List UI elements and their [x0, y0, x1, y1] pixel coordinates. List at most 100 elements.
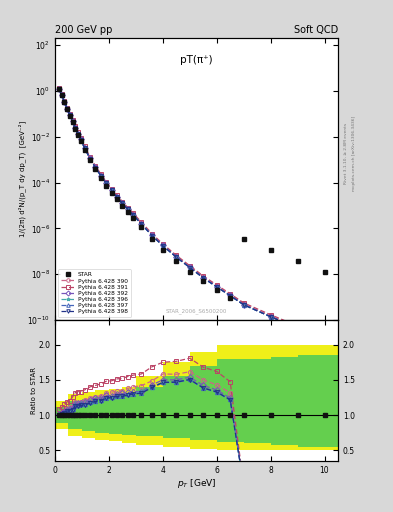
Pythia 6.428 392 — [228, 292, 233, 298]
STAR — [70, 119, 75, 125]
Pythia 6.428 398 — [78, 137, 83, 143]
Pythia 6.428 390 — [160, 242, 165, 248]
Pythia 6.428 396 — [59, 92, 64, 98]
Pythia 6.428 396 — [70, 119, 75, 125]
Line: Pythia 6.428 398: Pythia 6.428 398 — [57, 87, 327, 342]
Pythia 6.428 390 — [241, 301, 246, 307]
Pythia 6.428 397 — [104, 180, 108, 186]
Pythia 6.428 398 — [62, 99, 67, 105]
Text: pT(π⁺): pT(π⁺) — [180, 55, 213, 66]
Pythia 6.428 391 — [78, 135, 83, 141]
Y-axis label: 1/(2π) d²N/(p_T dy dp_T)  [GeV⁻²]: 1/(2π) d²N/(p_T dy dp_T) [GeV⁻²] — [18, 121, 26, 238]
Pythia 6.428 392 — [174, 254, 179, 260]
Pythia 6.428 392 — [125, 206, 130, 212]
Pythia 6.428 392 — [150, 232, 154, 239]
Pythia 6.428 390 — [59, 92, 64, 98]
Pythia 6.428 397 — [241, 302, 246, 308]
STAR — [187, 268, 192, 274]
Bar — [82, 392, 95, 438]
Text: Soft QCD: Soft QCD — [294, 25, 338, 35]
Pythia 6.428 390 — [78, 136, 83, 142]
Pythia 6.428 392 — [295, 325, 300, 331]
Pythia 6.428 391 — [322, 334, 327, 340]
STAR — [73, 126, 77, 132]
Pythia 6.428 397 — [322, 336, 327, 343]
Pythia 6.428 391 — [150, 230, 154, 237]
Line: Pythia 6.428 390: Pythia 6.428 390 — [57, 87, 327, 341]
Pythia 6.428 390 — [115, 194, 119, 200]
STAR — [93, 166, 98, 173]
Pythia 6.428 398 — [59, 92, 64, 98]
Pythia 6.428 392 — [57, 86, 61, 92]
Pythia 6.428 390 — [73, 124, 77, 131]
Pythia 6.428 398 — [109, 187, 114, 194]
Pythia 6.428 396 — [241, 302, 246, 308]
Pythia 6.428 391 — [65, 104, 70, 111]
Bar — [55, 401, 68, 429]
Text: STAR_2006_S6500200: STAR_2006_S6500200 — [166, 309, 227, 314]
Bar — [55, 407, 68, 423]
Text: mcplots.cern.ch [arXiv:1306.3436]: mcplots.cern.ch [arXiv:1306.3436] — [352, 116, 356, 191]
Pythia 6.428 398 — [228, 292, 233, 298]
Pythia 6.428 391 — [120, 199, 125, 205]
Pythia 6.428 396 — [120, 200, 125, 206]
Pythia 6.428 391 — [104, 179, 108, 185]
Pythia 6.428 397 — [75, 131, 80, 137]
Pythia 6.428 390 — [68, 112, 72, 118]
STAR — [160, 246, 165, 252]
Pythia 6.428 391 — [82, 143, 87, 150]
Pythia 6.428 390 — [187, 264, 192, 270]
Pythia 6.428 391 — [73, 123, 77, 130]
Bar — [217, 359, 244, 442]
Bar — [271, 357, 298, 444]
Pythia 6.428 392 — [82, 145, 87, 151]
Pythia 6.428 397 — [187, 265, 192, 271]
Pythia 6.428 391 — [70, 117, 75, 123]
Pythia 6.428 391 — [99, 171, 103, 177]
Bar — [271, 345, 298, 450]
STAR — [150, 236, 154, 242]
Pythia 6.428 396 — [214, 284, 219, 290]
STAR — [174, 258, 179, 264]
Pythia 6.428 390 — [120, 200, 125, 206]
STAR — [241, 236, 246, 242]
STAR — [228, 294, 233, 301]
Pythia 6.428 392 — [62, 99, 67, 105]
Pythia 6.428 391 — [62, 98, 67, 104]
Pythia 6.428 396 — [139, 221, 143, 227]
Bar — [95, 390, 109, 440]
Line: Pythia 6.428 397: Pythia 6.428 397 — [57, 87, 327, 342]
Pythia 6.428 391 — [88, 154, 92, 160]
Text: 200 GeV pp: 200 GeV pp — [55, 25, 112, 35]
Pythia 6.428 392 — [65, 105, 70, 112]
Pythia 6.428 390 — [82, 144, 87, 151]
Pythia 6.428 397 — [120, 200, 125, 206]
Pythia 6.428 390 — [99, 172, 103, 178]
Pythia 6.428 390 — [322, 336, 327, 342]
Pythia 6.428 391 — [93, 163, 98, 169]
Pythia 6.428 397 — [131, 212, 136, 218]
Bar — [244, 359, 271, 443]
Pythia 6.428 391 — [109, 185, 114, 191]
Pythia 6.428 391 — [59, 91, 64, 97]
STAR — [268, 246, 273, 252]
Pythia 6.428 398 — [214, 284, 219, 290]
Pythia 6.428 397 — [268, 314, 273, 320]
Pythia 6.428 392 — [93, 164, 98, 170]
Bar — [68, 394, 82, 436]
Pythia 6.428 396 — [174, 254, 179, 260]
Pythia 6.428 396 — [201, 275, 206, 281]
Pythia 6.428 392 — [104, 180, 108, 186]
Pythia 6.428 390 — [201, 274, 206, 280]
Bar — [122, 387, 136, 443]
Pythia 6.428 397 — [93, 164, 98, 170]
Pythia 6.428 391 — [174, 252, 179, 259]
Pythia 6.428 398 — [82, 145, 87, 151]
STAR — [115, 196, 119, 202]
Bar — [82, 399, 95, 431]
Pythia 6.428 392 — [70, 118, 75, 124]
Pythia 6.428 392 — [139, 221, 143, 227]
Pythia 6.428 391 — [228, 291, 233, 297]
Pythia 6.428 398 — [75, 131, 80, 137]
Pythia 6.428 392 — [187, 264, 192, 270]
